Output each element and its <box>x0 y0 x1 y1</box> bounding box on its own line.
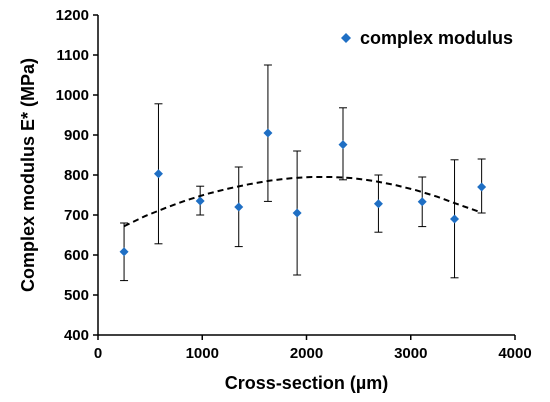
data-point <box>338 140 348 150</box>
x-tick-label: 2000 <box>290 345 323 362</box>
trendline <box>123 176 482 228</box>
y-tick-label: 900 <box>64 127 89 144</box>
x-tick-label: 0 <box>94 345 102 362</box>
data-point <box>450 214 460 224</box>
x-axis-title: Cross-section (µm) <box>225 373 388 393</box>
data-point <box>195 196 205 206</box>
legend-label-complex-modulus: complex modulus <box>360 28 513 48</box>
x-tick-label: 3000 <box>394 345 427 362</box>
y-tick-label: 600 <box>64 247 89 264</box>
y-axis-ticks: 400 500 600 700 800 900 1000 1100 1200 <box>56 7 98 344</box>
x-tick-label: 1000 <box>186 345 219 362</box>
legend-marker-complex-modulus <box>341 33 351 43</box>
data-point <box>153 169 163 179</box>
data-point <box>119 247 129 257</box>
plot-area <box>119 64 487 282</box>
y-tick-label: 1000 <box>56 87 89 104</box>
data-point <box>292 208 302 218</box>
data-point-group <box>417 176 427 228</box>
y-axis-title: Complex modulus E* (MPa) <box>18 58 38 292</box>
data-point-group <box>477 158 487 214</box>
data-point-group <box>153 103 163 245</box>
data-point <box>234 202 244 212</box>
x-tick-label: 4000 <box>498 345 531 362</box>
y-tick-label: 400 <box>64 327 89 344</box>
data-point <box>477 182 487 192</box>
data-point-group <box>234 166 244 248</box>
data-point-group <box>292 150 302 276</box>
data-point-group <box>263 64 273 202</box>
y-tick-label: 700 <box>64 207 89 224</box>
data-point <box>417 197 427 207</box>
data-point-group <box>195 185 205 216</box>
x-axis-ticks: 0 1000 2000 3000 4000 <box>94 335 532 362</box>
y-tick-label: 500 <box>64 287 89 304</box>
y-tick-label: 1100 <box>56 47 89 64</box>
data-point <box>373 199 383 209</box>
data-point <box>263 128 273 138</box>
y-tick-label: 1200 <box>56 7 89 24</box>
data-point-group <box>450 159 460 279</box>
data-point-group <box>338 107 348 181</box>
y-tick-label: 800 <box>64 167 89 184</box>
data-point-group <box>373 174 383 233</box>
legend: complex modulus <box>341 28 513 48</box>
data-point-group <box>119 222 129 282</box>
